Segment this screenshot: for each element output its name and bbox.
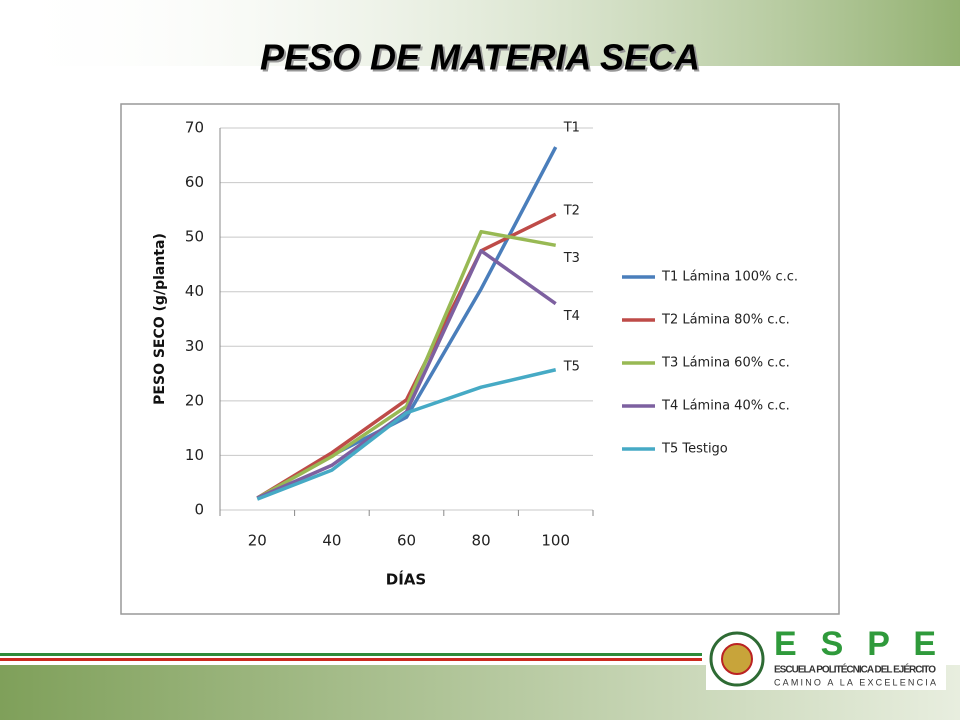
series-line xyxy=(256,368,557,501)
x-axis-label: DÍAS xyxy=(386,570,426,589)
legend-label: T4 Lámina 40% c.c. xyxy=(661,399,790,414)
y-tick-label: 30 xyxy=(185,337,204,355)
chart-frame xyxy=(120,103,840,615)
end-label: T3 xyxy=(563,251,580,266)
legend-label: T3 Lámina 60% c.c. xyxy=(661,356,790,371)
end-label: T4 xyxy=(563,309,580,324)
y-tick-label: 70 xyxy=(185,119,204,137)
y-tick-label: 50 xyxy=(185,228,204,246)
end-label: T1 xyxy=(563,121,580,136)
school-name: ESCUELA POLITÉCNICA DEL EJÉRCITO xyxy=(774,663,936,676)
x-tick-label: 60 xyxy=(397,532,416,550)
legend-label: T2 Lámina 80% c.c. xyxy=(661,313,790,328)
y-tick-label: 20 xyxy=(185,391,204,409)
y-tick-label: 0 xyxy=(194,501,204,519)
series-line xyxy=(256,212,557,500)
legend-label: T5 Testigo xyxy=(661,442,728,457)
stripe-red xyxy=(0,658,702,661)
end-label: T2 xyxy=(563,204,580,219)
y-tick-label: 10 xyxy=(185,446,204,464)
stripe-green xyxy=(0,653,702,656)
chart-title: PESO DE MATERIA SECA xyxy=(260,37,700,78)
x-tick-label: 80 xyxy=(472,532,491,550)
y-tick-label: 40 xyxy=(185,282,204,300)
title-shadow: PESO DE MATERIA SECA xyxy=(262,39,702,80)
logo-emblem-core xyxy=(721,643,753,675)
y-axis-label: PESO SECO (g/planta) xyxy=(152,233,168,405)
motto: CAMINO A LA EXCELENCIA xyxy=(774,677,936,687)
x-tick-label: 100 xyxy=(541,532,570,550)
x-tick-label: 20 xyxy=(248,532,267,550)
end-label: T5 xyxy=(563,359,580,374)
x-tick-label: 40 xyxy=(322,532,341,550)
series-line xyxy=(256,229,557,500)
legend-label: T1 Lámina 100% c.c. xyxy=(661,270,798,285)
top-band xyxy=(0,0,960,66)
y-tick-label: 60 xyxy=(185,173,204,191)
